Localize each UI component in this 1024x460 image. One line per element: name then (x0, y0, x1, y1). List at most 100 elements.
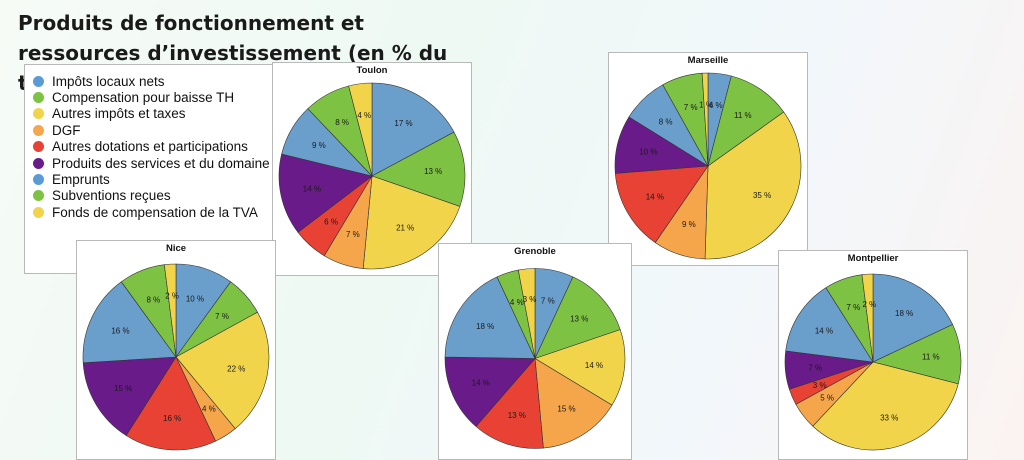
pie-title-nice: Nice (165, 243, 187, 254)
pie-slice-label: 22 % (227, 364, 245, 373)
pie-slice (517, 268, 536, 359)
pie-panel-montpellier: 18 % 11 % 33 % 5 % 3 % 7 % 14 % 7 % 2 % Montpell… (778, 250, 968, 460)
pie-slice (278, 153, 373, 233)
pie-slice (175, 311, 270, 430)
pie-title-marseille: Marseille (687, 55, 729, 66)
pie-slice-label: 3 % (523, 295, 537, 304)
legend-item: Subventions reçues (33, 188, 270, 204)
pie-slice (872, 273, 954, 363)
legend-label: DGF (52, 122, 81, 138)
pie-slice-label: 21 % (396, 223, 414, 232)
pie-slice (82, 356, 177, 436)
pie-slice-label: 13 % (424, 167, 442, 176)
pie-slice-label: 16 % (111, 327, 129, 336)
pie-slice (534, 329, 626, 406)
pie-slice-label: 10 % (639, 147, 657, 156)
pie-slice-label: 11 % (922, 352, 940, 361)
legend-label: Impôts locaux nets (52, 73, 165, 89)
pie-slice (707, 75, 785, 167)
pie-slice (444, 356, 536, 427)
legend-label: Compensation pour baisse TH (52, 90, 235, 106)
pie-slice-label: 8 % (335, 118, 349, 127)
pie-slice (534, 276, 621, 360)
legend-label: Subventions reçues (52, 188, 171, 204)
pie-title-grenoble: Grenoble (514, 246, 556, 257)
pie-slice-label: 9 % (682, 220, 696, 229)
pie-slice-label: 17 % (394, 119, 412, 128)
legend-swatch (33, 190, 44, 202)
pie-slice-label: 1 % (699, 100, 713, 109)
pie-slice-label: 2 % (862, 300, 876, 309)
pie-slice-label: 35 % (753, 191, 771, 200)
pie-slice-label: 5 % (820, 393, 834, 402)
pie-slice-label: 7 % (684, 103, 698, 112)
pie-slice-label: 14 % (815, 327, 833, 336)
pie-slice (861, 273, 874, 363)
pie-chart: 4 % 11 % 35 % 9 % 14 % 10 % 8 % 7 % 1 % (614, 72, 802, 260)
pie-slice-label: 14 % (585, 361, 603, 370)
pie-chart: 18 %11 %33 %5 %3 %7 %14 %7 % 2 % (784, 273, 962, 451)
pie-slice-label: 7 % (346, 230, 360, 239)
pie-slice (475, 357, 544, 449)
pie-slice (125, 356, 216, 451)
pie-slice-label: 14 % (472, 379, 490, 388)
pie-slice-label: 15 % (114, 384, 132, 393)
legend-swatch (33, 206, 44, 218)
pie-slice-label: 14 % (646, 192, 664, 201)
legend-item: Emprunts (33, 171, 270, 187)
legend-item: Compensation pour baisse TH (33, 89, 270, 105)
legend-swatch (33, 92, 44, 104)
legend-item: Produits des services et du domaine (33, 155, 270, 171)
pie-slice-label: 33 % (880, 414, 898, 423)
pie-panel-nice: 10 % 7 % 22 % 4 % 16 % 15 % 16 % 8 % 2 % Nice (76, 240, 276, 460)
pie-chart: 10 % 7 % 22 % 4 % 16 % 15 % 16 % 8 % 2 % (82, 263, 270, 451)
pie-chart: 7 % 13 % 14 % 15 % 13 % 14 % 18 % 4 %3 % (444, 268, 626, 449)
legend-swatch (33, 108, 44, 120)
chart-title: Produits de fonctionnement et ressources… (18, 11, 448, 95)
pie-slice (534, 357, 613, 449)
pie-chart: 17 % 13 % 21 % 7 % 6 % 14 % 9 % 8 % 4 % (278, 82, 466, 270)
pie-slice-label: 9 % (312, 141, 326, 150)
pie-slice-label: 15 % (557, 405, 575, 414)
pie-panel-grenoble: 7 % 13 % 14 % 15 % 13 % 14 % 18 % 4 % 3 % Grenob… (438, 243, 632, 460)
pie-slice (614, 165, 709, 244)
pie-slice-label: 4 % (510, 298, 524, 307)
pie-slice-label: 11 % (734, 111, 752, 120)
pie-slice-label: 8 % (147, 296, 161, 305)
legend-swatch (33, 75, 44, 87)
pie-slice (444, 276, 536, 359)
legend-item: Autres impôts et taxes (33, 106, 270, 122)
pie-slice (704, 111, 802, 260)
pie-slice (82, 281, 177, 364)
pie-slice (371, 82, 455, 177)
pie-slice-label: 3 % (813, 381, 827, 390)
legend-item: DGF (33, 122, 270, 138)
legend-swatch (33, 141, 44, 153)
legend-item: Impôts locaux nets (33, 73, 270, 89)
pie-slice-label: 10 % (186, 294, 204, 303)
pie-slice-label: 14 % (303, 184, 321, 193)
pie-slice-label: 2 % (165, 292, 179, 301)
pie-slice (164, 263, 177, 358)
pie-slice-label: 7 % (215, 312, 229, 321)
pie-slice-label: 13 % (508, 411, 526, 420)
legend-item: Autres dotations et participations (33, 139, 270, 155)
pie-slice-label: 6 % (324, 218, 338, 227)
legend-swatch (33, 157, 44, 169)
legend-list: Impôts locaux nets Compensation pour bais… (33, 73, 270, 221)
legend-label: Emprunts (52, 172, 110, 188)
pie-slice (785, 287, 874, 363)
pie-panel-toulon: 17 % 13 % 21 % 7 % 6 % 14 % 9 % 8 % 4 % Toulon (272, 62, 472, 276)
legend-label: Produits des services et du domaine (52, 155, 270, 171)
pie-slice (362, 175, 461, 270)
legend-label: Autres dotations et participations (52, 139, 248, 155)
pie-title-toulon: Toulon (356, 65, 388, 76)
pie-slice (812, 361, 959, 451)
pie-slice-label: 13 % (570, 315, 588, 324)
pie-slice-label: 18 % (895, 309, 913, 318)
pie-slice-label: 4 % (357, 111, 371, 120)
pie-slice-label: 7 % (846, 303, 860, 312)
pie-title-montpellier: Montpellier (847, 253, 899, 264)
pie-slice-label: 7 % (541, 296, 555, 305)
pie-slice-label: 4 % (202, 405, 216, 414)
